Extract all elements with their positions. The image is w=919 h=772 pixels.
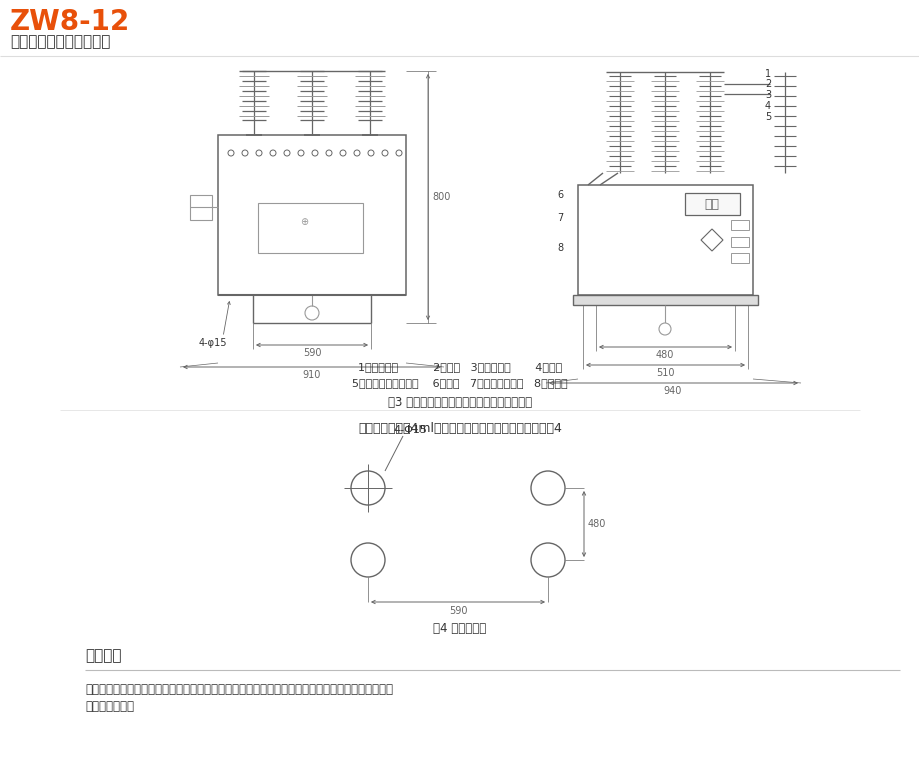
- Text: 4: 4: [765, 101, 770, 111]
- Text: 分合: 分合: [704, 198, 719, 211]
- Circle shape: [255, 150, 262, 156]
- Text: 480: 480: [587, 519, 606, 529]
- Circle shape: [530, 471, 564, 505]
- Text: 式及使用场合。: 式及使用场合。: [85, 700, 134, 713]
- Text: 940: 940: [664, 386, 682, 396]
- Circle shape: [351, 471, 384, 505]
- Text: 4-φ15: 4-φ15: [199, 338, 227, 348]
- Text: 2: 2: [765, 79, 770, 89]
- Text: ZW8-12: ZW8-12: [10, 8, 130, 36]
- Text: 3: 3: [765, 90, 770, 100]
- Text: 910: 910: [302, 370, 321, 380]
- Text: 订货须知: 订货须知: [85, 648, 121, 663]
- Circle shape: [354, 150, 359, 156]
- Circle shape: [658, 323, 670, 335]
- Circle shape: [325, 150, 332, 156]
- Text: 图4 安装孔尺寸: 图4 安装孔尺寸: [433, 622, 486, 635]
- Text: 产品要安装在高4ml以上的柱子上使用，安装孔尺寸见图4: 产品要安装在高4ml以上的柱子上使用，安装孔尺寸见图4: [357, 422, 562, 435]
- Text: 480: 480: [655, 350, 674, 360]
- Bar: [218, 135, 405, 295]
- Circle shape: [381, 150, 388, 156]
- Text: 5、隔离开关操作手柄    6、转轴   7、隔离开关支架   8、断路器: 5、隔离开关操作手柄 6、转轴 7、隔离开关支架 8、断路器: [352, 378, 567, 388]
- Circle shape: [284, 150, 289, 156]
- Text: 7: 7: [556, 213, 562, 223]
- Text: ⊕: ⊕: [300, 217, 308, 227]
- Text: 1、接触刀片          2、触刀   3、绝缘拉杆       4、支柱: 1、接触刀片 2、触刀 3、绝缘拉杆 4、支柱: [357, 362, 562, 372]
- Circle shape: [228, 150, 233, 156]
- Circle shape: [530, 543, 564, 577]
- Text: 510: 510: [655, 368, 674, 378]
- Text: 4-Φ15: 4-Φ15: [392, 425, 426, 435]
- Circle shape: [305, 306, 319, 320]
- Circle shape: [242, 150, 248, 156]
- Text: 1: 1: [765, 69, 770, 79]
- Text: 800: 800: [432, 192, 450, 202]
- Text: 5: 5: [765, 112, 770, 122]
- Bar: [731, 253, 748, 263]
- Circle shape: [298, 150, 303, 156]
- Text: 8: 8: [556, 243, 562, 253]
- Bar: [577, 185, 752, 295]
- Bar: [685, 193, 739, 215]
- Circle shape: [269, 150, 276, 156]
- Text: 图3 组合断路器结构及外形尺寸、安装尺寸图: 图3 组合断路器结构及外形尺寸、安装尺寸图: [388, 396, 531, 409]
- Polygon shape: [700, 229, 722, 251]
- Text: 590: 590: [448, 606, 467, 616]
- Text: 户外高压交流真空断路器: 户外高压交流真空断路器: [10, 34, 110, 49]
- Text: 590: 590: [302, 348, 321, 358]
- Circle shape: [340, 150, 346, 156]
- Bar: [190, 195, 211, 220]
- Text: 6: 6: [556, 190, 562, 200]
- Circle shape: [351, 543, 384, 577]
- Text: 订货时要说明产品的型号、名称、数量、短路开断电流、额定电流、所配电流互感器电流比，操作方: 订货时要说明产品的型号、名称、数量、短路开断电流、额定电流、所配电流互感器电流比…: [85, 683, 392, 696]
- Circle shape: [312, 150, 318, 156]
- Bar: [731, 237, 748, 247]
- Circle shape: [395, 150, 402, 156]
- Bar: [731, 220, 748, 230]
- Circle shape: [368, 150, 374, 156]
- Bar: [573, 295, 757, 305]
- Bar: [257, 203, 363, 253]
